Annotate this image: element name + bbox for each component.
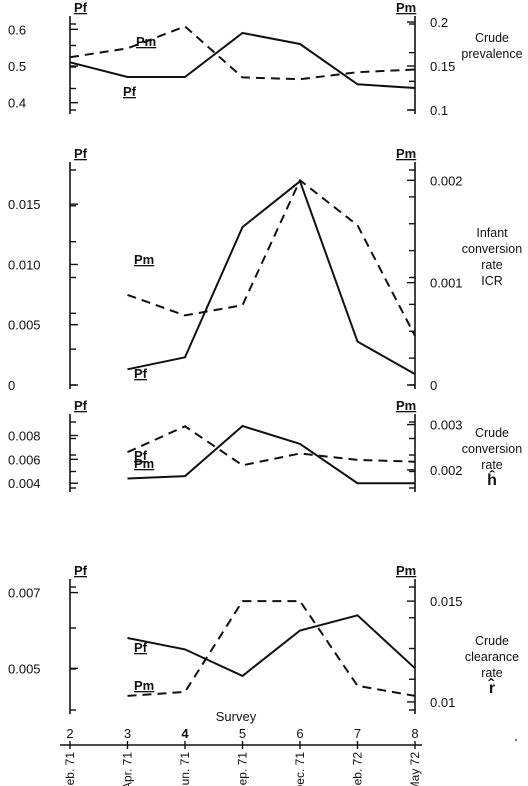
series-label-pf: Pf [134, 448, 148, 463]
panel-1: Pf 0.4 0.5 0.6 Pm 0.1 0.15 0.2 Pm Pf Crude prevalen… [8, 0, 523, 118]
right-tick-label: 0.01 [430, 695, 455, 710]
left-axis-label: Pf [74, 0, 88, 15]
survey-date: 30 Jun. 71 [178, 752, 192, 786]
left-tick-label: 0.005 [8, 318, 41, 333]
right-axis-label: Pm [396, 0, 416, 15]
series-line-pm [127, 178, 416, 337]
survey-axis-label: Survey [216, 709, 257, 724]
side-label-line: Crude [475, 426, 509, 440]
left-axis-label: Pf [74, 563, 88, 578]
scan-speck [515, 739, 517, 741]
right-axis-label: Pm [396, 398, 416, 413]
series-label-pm: Pm [136, 34, 156, 49]
left-tick-label: 0.008 [8, 429, 41, 444]
panel-2: Pf 0 0.005 0.010 0.015 Pm 0 0.001 0.002 Pm Pf Infan… [8, 146, 522, 393]
series-label-pm: Pm [134, 456, 154, 471]
survey-date: 6 Dec. 71 [293, 752, 307, 786]
series-label-pm: Pm [134, 678, 154, 693]
survey-number: 7 [354, 726, 361, 741]
left-axis-label: Pf [74, 146, 88, 161]
right-tick-label: 0.1 [430, 103, 448, 118]
left-tick-label: 0.004 [8, 476, 41, 491]
right-axis-label: Pm [396, 563, 416, 578]
right-tick-label: 0.002 [430, 173, 463, 188]
survey-date: 20 Feb. 72 [351, 752, 365, 786]
series-label-pf: Pf [134, 366, 148, 381]
series-line-pf [127, 614, 416, 678]
survey-date: 23 Apr. 71 [121, 752, 135, 786]
left-tick-label: 0.6 [8, 22, 26, 37]
side-label-line: rate [481, 258, 503, 272]
survey-number: 6 [296, 726, 303, 741]
side-label-line: ĥ [487, 469, 497, 489]
series-line-pm [127, 425, 416, 467]
series-label-pm: Pm [134, 252, 154, 267]
right-tick-label: 0.003 [430, 418, 463, 433]
survey-date: 17 Feb. 71 [63, 752, 77, 786]
survey-number: 4 [181, 726, 189, 741]
survey-number: 2 [66, 726, 73, 741]
survey-number: 3 [124, 726, 131, 741]
right-tick-label: 0.002 [430, 463, 463, 478]
survey-axis: Survey 2 3 4 5 6 7 8 17 Feb. 71 23 Apr. 71 30 Jun.… [60, 709, 422, 786]
side-label-line: Crude [475, 634, 509, 648]
side-label-line: conversion [462, 242, 522, 256]
panel-4: Pf 0.005 0.007 Pm 0.01 0.015 Pm Pf Crude clearanc… [8, 563, 519, 714]
left-tick-label: 0.010 [8, 257, 41, 272]
side-label-line: rate [481, 458, 503, 472]
left-tick-label: 0.5 [8, 59, 26, 74]
survey-number: 5 [239, 726, 246, 741]
series-line-pf [127, 424, 415, 485]
right-tick-label: 0.015 [430, 594, 463, 609]
side-label-line: r̂ [488, 677, 495, 697]
panel-3: Pf0.0040.0060.008Pm0.0020.003PmPfCrudeco… [8, 398, 522, 492]
series-label-pf: Pf [123, 84, 137, 99]
left-tick-label: 0.005 [8, 661, 41, 676]
side-label-line: Infant [476, 226, 508, 240]
left-tick-label: 0.006 [8, 452, 41, 467]
left-tick-label: 0.4 [8, 96, 26, 111]
side-label-line: Crude [475, 31, 509, 45]
right-tick-label: 0 [430, 378, 437, 393]
side-label-line: rate [481, 666, 503, 680]
survey-number: 8 [411, 726, 418, 741]
series-line-pm [69, 25, 416, 81]
survey-date: 15 Sep. 71 [236, 752, 250, 786]
side-label-line: ICR [481, 274, 503, 288]
right-tick-label: 0.2 [430, 15, 448, 30]
side-label-line: clearance [465, 650, 519, 664]
left-tick-label: 0 [8, 378, 15, 393]
side-label-line: conversion [462, 442, 522, 456]
series-line-pm [127, 600, 416, 697]
series-line-pf [127, 179, 416, 375]
left-axis-label: Pf [74, 398, 88, 413]
left-tick-label: 0.007 [8, 586, 41, 601]
right-tick-label: 0.15 [430, 59, 455, 74]
left-tick-label: 0.015 [8, 197, 41, 212]
right-tick-label: 0.001 [430, 276, 463, 291]
right-axis-label: Pm [396, 146, 416, 161]
series-line-pf [69, 31, 416, 89]
series-label-pf: Pf [134, 640, 148, 655]
survey-date: 1 May 72 [408, 752, 422, 786]
side-label-line: prevalence [461, 47, 522, 61]
